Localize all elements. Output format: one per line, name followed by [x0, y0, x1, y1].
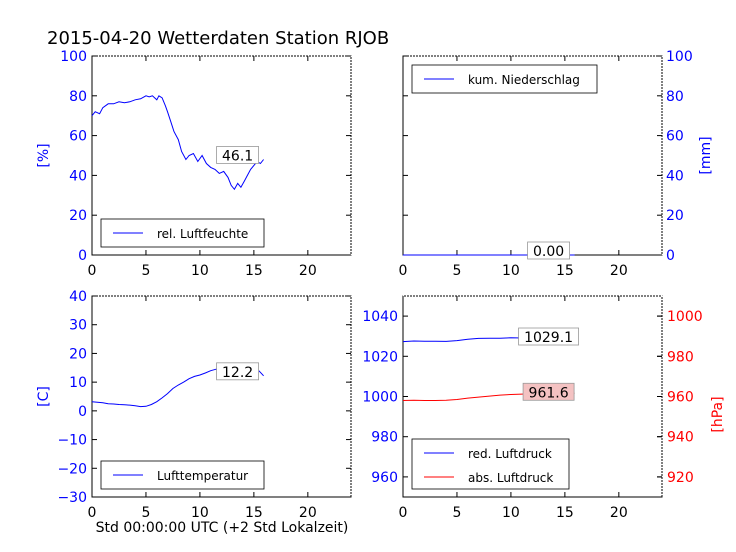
pressure-x-tick-label: 5: [452, 505, 461, 521]
temperature-y-tick-label: −10: [57, 433, 87, 449]
precipitation-x-tick-label: 10: [502, 263, 520, 279]
precipitation-x-tick-label: 0: [399, 263, 408, 279]
humidity-y-tick-label: 60: [69, 129, 87, 145]
weather-figure: 2015-04-20 Wetterdaten Station RJOB Std …: [0, 0, 736, 552]
precipitation-y-tick-label: 80: [666, 89, 684, 105]
pressure-current-value-label: 961.6: [529, 385, 569, 401]
temperature-current-value-label: 12.2: [222, 365, 253, 381]
humidity-y-tick-label: 20: [69, 208, 87, 224]
pressure-x-tick-label: 10: [502, 505, 520, 521]
pressure-y-right-tick-label: 1000: [667, 309, 703, 325]
pressure-y-right-tick-label: 940: [667, 430, 694, 446]
humidity-y-axis-label: [%]: [36, 143, 52, 167]
temperature-x-tick-label: 0: [88, 505, 97, 521]
humidity-x-tick-label: 20: [299, 263, 317, 279]
humidity-y-tick-label: 100: [60, 49, 87, 65]
humidity-current-value-label: 46.1: [222, 148, 253, 164]
temperature-y-tick-label: 30: [69, 318, 87, 334]
precipitation-y-tick-label: 20: [666, 208, 684, 224]
temperature-y-tick-label: 10: [69, 375, 87, 391]
precipitation-y-axis-label: [mm]: [698, 136, 714, 174]
precipitation-x-tick-label: 20: [610, 263, 628, 279]
pressure-y-tick-label: 960: [371, 470, 398, 486]
pressure-y-tick-label: 980: [371, 430, 398, 446]
precipitation-y-tick-label: 40: [666, 168, 684, 184]
pressure-y-tick-label: 1000: [362, 390, 398, 406]
precipitation-y-tick-label: 60: [666, 129, 684, 145]
pressure-legend-label: red. Luftdruck: [468, 447, 552, 461]
precipitation-current-value-label: 0.00: [533, 244, 564, 260]
pressure-x-tick-label: 0: [399, 505, 408, 521]
temperature-x-tick-label: 15: [245, 505, 263, 521]
pressure-y-tick-label: 1040: [362, 309, 398, 325]
humidity-x-tick-label: 15: [245, 263, 263, 279]
humidity-series-line-1: [92, 96, 264, 190]
temperature-y-tick-label: 20: [69, 346, 87, 362]
temperature-x-tick-label: 20: [299, 505, 317, 521]
precipitation-y-tick-label: 0: [666, 248, 675, 264]
pressure-y-right-tick-label: 920: [667, 470, 694, 486]
humidity-x-tick-label: 0: [88, 263, 97, 279]
temperature-x-tick-label: 10: [191, 505, 209, 521]
humidity-y-tick-label: 40: [69, 168, 87, 184]
humidity-y-tick-label: 0: [78, 248, 87, 264]
pressure-legend-label: abs. Luftdruck: [468, 471, 553, 485]
temperature-legend-label: Lufttemperatur: [157, 469, 248, 483]
pressure-y-right-axis-label: [hPa]: [710, 396, 726, 432]
pressure-x-tick-label: 20: [610, 505, 628, 521]
precipitation-x-tick-label: 15: [556, 263, 574, 279]
precipitation-y-tick-label: 100: [666, 49, 693, 65]
temperature-y-axis-label: [C]: [36, 386, 52, 407]
x-axis-label: Std 00:00:00 UTC (+2 Std Lokalzeit): [96, 520, 349, 536]
humidity-x-tick-label: 5: [141, 263, 150, 279]
pressure-x-tick-label: 15: [556, 505, 574, 521]
precipitation-legend-label: kum. Niederschlag: [468, 73, 580, 87]
temperature-x-tick-label: 5: [141, 505, 150, 521]
temperature-y-tick-label: −30: [57, 490, 87, 506]
precipitation-x-tick-label: 5: [452, 263, 461, 279]
humidity-y-tick-label: 80: [69, 89, 87, 105]
pressure-y-right-tick-label: 980: [667, 349, 694, 365]
pressure-y-right-tick-label: 960: [667, 390, 694, 406]
temperature-y-tick-label: −20: [57, 461, 87, 477]
figure-title: 2015-04-20 Wetterdaten Station RJOB: [47, 28, 389, 49]
pressure-current-value-label: 1029.1: [524, 330, 573, 346]
humidity-x-tick-label: 10: [191, 263, 209, 279]
humidity-legend-label: rel. Luftfeuchte: [157, 227, 248, 241]
temperature-y-tick-label: 0: [78, 404, 87, 420]
pressure-y-tick-label: 1020: [362, 349, 398, 365]
temperature-y-tick-label: 40: [69, 289, 87, 305]
